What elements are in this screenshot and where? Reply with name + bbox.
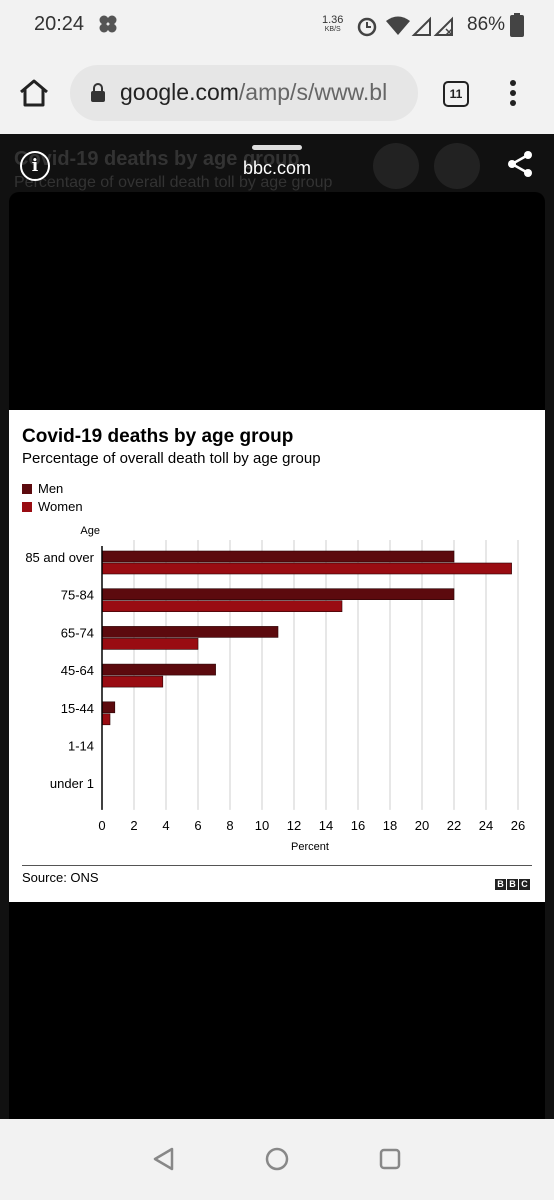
category-label: under 1 (50, 776, 94, 791)
browser-toolbar: google.com/amp/s/www.bl 11 (0, 52, 554, 134)
status-bar: 20:24 1.36 KB/S 86% (0, 0, 554, 52)
info-icon[interactable]: i (20, 151, 50, 181)
x-tick-label: 4 (162, 818, 169, 833)
chart-image: Covid-19 deaths by age group Percentage … (9, 410, 545, 902)
lock-icon (90, 82, 106, 107)
signal-no-data-icon (433, 16, 453, 36)
tab-switcher-button[interactable]: 11 (443, 81, 469, 107)
x-axis-label: Percent (291, 841, 329, 853)
address-bar[interactable]: google.com/amp/s/www.bl (70, 65, 418, 121)
category-label: 85 and over (25, 550, 94, 565)
category-label: 1-14 (68, 739, 94, 754)
y-axis-title: Age (80, 525, 100, 537)
bar-women (101, 600, 343, 612)
bar-women (101, 562, 512, 575)
x-tick-label: 2 (130, 818, 137, 833)
url-text: google.com/amp/s/www.bl (120, 79, 388, 105)
x-tick-label: 24 (479, 818, 493, 833)
x-tick-label: 20 (415, 818, 429, 833)
bar-men (101, 588, 455, 600)
x-tick-label: 8 (226, 818, 233, 833)
category-label: 65-74 (61, 625, 94, 640)
bar-men (101, 550, 455, 563)
x-tick-label: 14 (319, 818, 333, 833)
x-tick-label: 10 (255, 818, 269, 833)
drag-handle[interactable] (252, 145, 302, 150)
x-tick-label: 0 (98, 818, 105, 833)
back-icon[interactable] (152, 1147, 176, 1176)
x-tick-label: 26 (511, 818, 525, 833)
chart-subtitle: Percentage of overall death toll by age … (22, 450, 321, 467)
x-tick-label: 16 (351, 818, 365, 833)
legend-men: Men (22, 481, 63, 496)
bar-women (101, 713, 111, 726)
home-icon[interactable] (18, 78, 50, 113)
bar-women (101, 675, 164, 688)
background-article-title: Covid-19 deaths by age group (14, 148, 300, 170)
battery-percent: 86% (467, 14, 506, 35)
category-label: 15-44 (61, 701, 94, 716)
network-speed: 1.36 KB/S (322, 14, 344, 34)
bar-men (101, 626, 279, 638)
bar-men (101, 701, 116, 714)
lens-button[interactable] (373, 143, 419, 189)
bar-women (101, 638, 199, 650)
footer-divider (22, 865, 532, 866)
share-icon[interactable] (506, 150, 534, 183)
alarm-icon (357, 17, 377, 37)
share-faded-button[interactable] (434, 143, 480, 189)
legend-women: Women (22, 499, 83, 514)
recents-icon[interactable] (379, 1148, 401, 1175)
wifi-icon (386, 16, 410, 35)
category-label: 75-84 (61, 588, 94, 603)
x-tick-label: 12 (287, 818, 301, 833)
clock: 20:24 (34, 13, 85, 35)
more-menu-icon[interactable] (508, 80, 518, 111)
status-icons (356, 13, 464, 44)
source-label: Source: ONS (22, 870, 99, 885)
x-tick-label: 18 (383, 818, 397, 833)
source-site: bbc.com (242, 158, 312, 178)
app-notification-icon (96, 12, 120, 41)
signal-icon (411, 16, 431, 36)
home-nav-icon[interactable] (265, 1147, 289, 1176)
x-tick-label: 22 (447, 818, 461, 833)
navigation-bar (0, 1119, 554, 1200)
x-tick-label: 6 (194, 818, 201, 833)
background-article-subtitle: Percentage of overall death toll by age … (14, 174, 333, 191)
battery-icon (510, 13, 524, 42)
bar-men (101, 663, 216, 676)
chart-title: Covid-19 deaths by age group (22, 426, 294, 447)
category-label: 45-64 (61, 663, 94, 678)
